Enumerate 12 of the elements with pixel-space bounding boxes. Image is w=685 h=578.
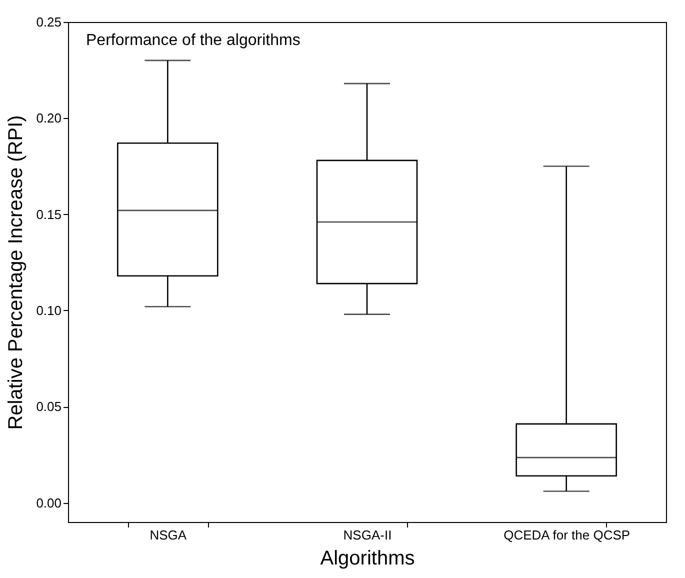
y-axis-title: Relative Percentage Increase (RPI) bbox=[5, 115, 28, 430]
y-tick-label: 0.00 bbox=[36, 495, 62, 510]
y-tick-label: 0.10 bbox=[36, 302, 62, 318]
y-tick-label: 0.25 bbox=[36, 14, 62, 30]
y-tick-label: 0.20 bbox=[36, 110, 62, 126]
y-tick-label: 0.15 bbox=[36, 206, 62, 222]
x-tick-label: NSGA bbox=[150, 528, 187, 542]
x-axis-title: Algorithms bbox=[320, 548, 415, 570]
x-tick-label: QCEDA for the QCSP bbox=[504, 528, 630, 542]
text: Performance of the algorithms bbox=[86, 32, 300, 49]
y-tick-label: 0.05 bbox=[36, 399, 62, 414]
x-tick-label: NSGA-II bbox=[343, 528, 392, 542]
